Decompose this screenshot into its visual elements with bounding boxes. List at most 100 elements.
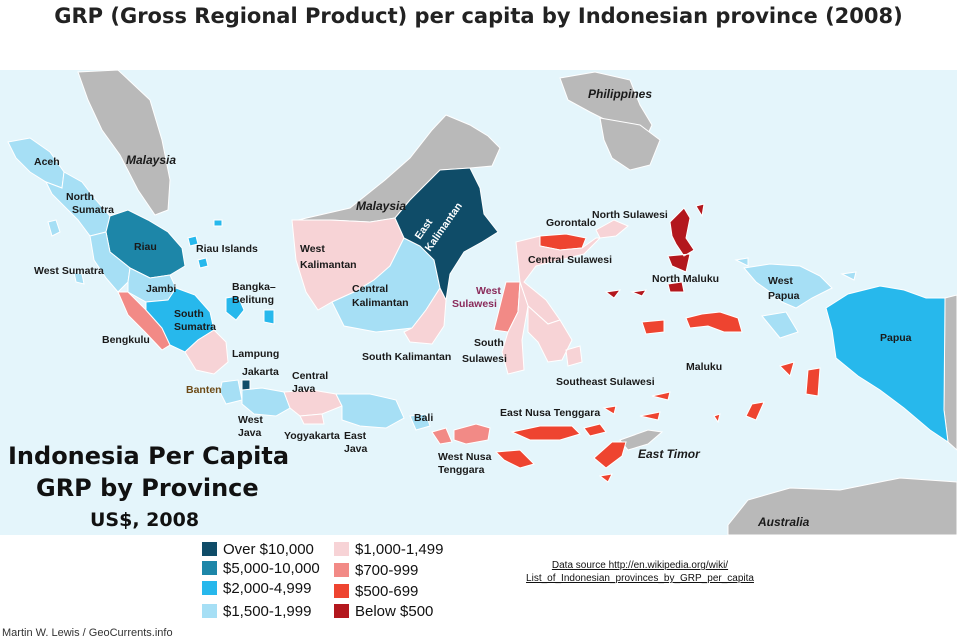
province-labels: Aceh North Sumatra Riau Riau Islands Wes…	[34, 156, 912, 476]
label-papua: Papua	[880, 332, 912, 344]
label-east-timor: East Timor	[638, 447, 701, 461]
legend-swatch	[202, 604, 217, 618]
province-papua	[825, 285, 949, 444]
legend-item: $5,000-10,000	[202, 558, 320, 578]
province-yogyakarta	[299, 413, 325, 425]
label-west-sulawesi-1: West	[476, 285, 501, 297]
page-title: GRP (Gross Regional Product) per capita …	[54, 4, 903, 28]
province-west-java	[241, 387, 291, 417]
label-riau-islands: Riau Islands	[196, 243, 258, 255]
legend-label: $700-999	[355, 561, 419, 579]
legend-label: $2,000-4,999	[223, 579, 312, 597]
label-north-sulawesi: North Sulawesi	[592, 209, 668, 221]
label-australia: Australia	[757, 515, 810, 529]
label-west-sumatra: West Sumatra	[34, 265, 104, 277]
legend-item: Below $500	[334, 601, 433, 621]
province-north-maluku	[604, 203, 705, 299]
label-north-sumatra-2: Sumatra	[72, 204, 114, 216]
data-source-link[interactable]: Data source http://en.wikipedia.org/wiki…	[520, 559, 760, 585]
label-central-kalimantan-1: Central	[352, 283, 388, 295]
maluku-papua-provinces	[604, 203, 949, 444]
legend-swatch	[202, 561, 217, 575]
province-south-sulawesi	[501, 281, 529, 375]
legend-item: $700-999	[334, 560, 418, 580]
province-north-sulawesi	[595, 219, 629, 239]
legend-label: $500-699	[355, 582, 419, 600]
label-west-papua-2: Papua	[768, 290, 800, 302]
peninsular-malaysia-land	[77, 70, 171, 216]
label-east-java-2: Java	[344, 443, 368, 455]
legend-item: $500-699	[334, 581, 418, 601]
legend-item: $1,500-1,999	[202, 601, 311, 621]
label-west-nusa-2: Tenggara	[438, 464, 485, 476]
province-west-papua	[734, 257, 857, 339]
label-east-java-1: East	[344, 430, 367, 442]
data-source-line-1: Data source http://en.wikipedia.org/wiki…	[551, 560, 729, 571]
province-bali	[409, 413, 431, 431]
label-central-java-2: Java	[292, 383, 316, 395]
legend-swatch	[334, 584, 349, 598]
inset-title-line-3: US$, 2008	[90, 509, 199, 531]
east-timor-land	[619, 429, 664, 451]
label-southeast-sulawesi: Southeast Sulawesi	[556, 376, 655, 388]
island-nias-siberut	[47, 219, 85, 285]
label-riau: Riau	[134, 241, 157, 253]
label-north-sumatra-1: North	[66, 191, 94, 203]
label-bangka-2: Belitung	[232, 294, 274, 306]
label-maluku: Maluku	[686, 361, 722, 373]
australia-land	[727, 477, 957, 535]
label-west-java-2: Java	[238, 427, 262, 439]
legend-swatch	[334, 604, 349, 618]
legend: Over $10,000 $5,000-10,000 $2,000-4,999 …	[202, 539, 492, 625]
label-south-kalimantan: South Kalimantan	[362, 351, 451, 363]
sulawesi-provinces	[493, 219, 629, 375]
label-philippines: Philippines	[588, 87, 652, 101]
label-west-kalimantan-1: West	[300, 243, 325, 255]
label-malaysia-peninsula: Malaysia	[126, 153, 176, 167]
label-west-java-1: West	[238, 414, 263, 426]
label-west-nusa-1: West Nusa	[438, 451, 492, 463]
label-south-sulawesi-1: South	[474, 337, 504, 349]
label-bengkulu: Bengkulu	[102, 334, 150, 346]
inset-title-line-1: Indonesia Per Capita	[8, 442, 289, 470]
province-riau-islands	[187, 219, 223, 269]
province-lampung	[184, 329, 229, 375]
legend-swatch	[202, 542, 217, 556]
neighbouring-countries	[77, 70, 957, 535]
legend-swatch	[334, 542, 349, 556]
legend-item: $1,000-1,499	[334, 539, 443, 559]
legend-label: $5,000-10,000	[223, 559, 320, 577]
province-maluku	[641, 311, 821, 424]
legend-label: Below $500	[355, 602, 434, 620]
label-aceh: Aceh	[34, 156, 60, 168]
label-jakarta: Jakarta	[242, 366, 279, 378]
province-jakarta	[241, 379, 251, 391]
label-east-nusa-tenggara: East Nusa Tenggara	[500, 407, 600, 419]
kalimantan-provinces	[291, 167, 499, 345]
label-south-sumatra-1: South	[174, 308, 204, 320]
country-labels: Malaysia Malaysia Philippines East Timor…	[126, 87, 810, 529]
author-credit: Martin W. Lewis / GeoCurrents.info	[2, 627, 173, 639]
inset-title: Indonesia Per Capita GRP by Province US$…	[8, 442, 289, 531]
map-of-indonesia: Malaysia Malaysia Philippines East Timor…	[0, 70, 957, 535]
province-banten	[219, 379, 243, 405]
label-central-sulawesi: Central Sulawesi	[528, 254, 612, 266]
label-jambi: Jambi	[146, 283, 176, 295]
legend-label: $1,500-1,999	[223, 602, 312, 620]
label-lampung: Lampung	[232, 348, 279, 360]
data-source-line-2: List_of_Indonesian_provinces_by_GRP_per_…	[526, 573, 754, 584]
legend-item: Over $10,000	[202, 539, 314, 559]
label-west-sulawesi-2: Sulawesi	[452, 298, 497, 310]
province-central-java	[283, 389, 343, 417]
province-southeast-sulawesi	[527, 304, 583, 367]
label-yogyakarta: Yogyakarta	[284, 430, 340, 442]
legend-swatch	[334, 563, 349, 577]
legend-label: $1,000-1,499	[355, 540, 444, 558]
sumatra-provinces	[7, 137, 275, 375]
label-central-kalimantan-2: Kalimantan	[352, 297, 409, 309]
label-west-kalimantan-2: Kalimantan	[300, 259, 357, 271]
mindanao-land	[599, 117, 661, 171]
label-south-sumatra-2: Sumatra	[174, 321, 216, 333]
province-west-nusa-tenggara	[431, 423, 491, 445]
label-west-papua-1: West	[768, 275, 793, 287]
